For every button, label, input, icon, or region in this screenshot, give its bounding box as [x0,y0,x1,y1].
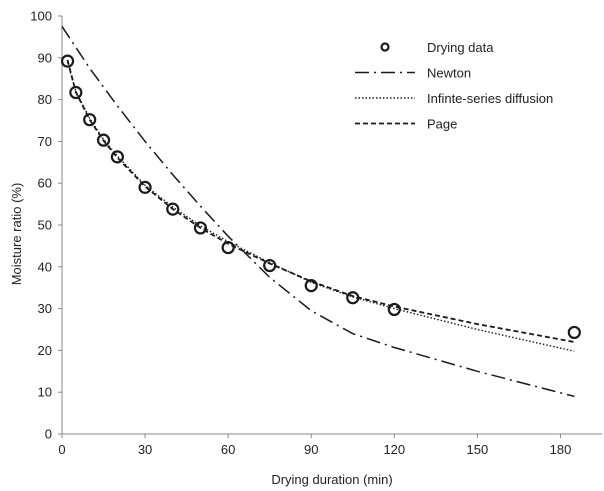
x-axis-ticks: 0 30 60 90 120 150 180 [58,434,571,457]
x-tick-label: 30 [138,442,152,457]
data-point [304,279,318,293]
y-tick-label: 30 [38,301,52,316]
x-tick-label: 180 [550,442,572,457]
y-tick-label: 70 [38,134,52,149]
axes [61,16,602,435]
y-axis-ticks: 0 10 20 30 40 50 60 70 80 90 100 [30,9,62,442]
y-tick-label: 100 [30,9,52,24]
data-point [387,302,401,317]
y-tick-label: 90 [38,50,52,65]
series-line-dash-dot [61,25,575,398]
legend-label: Page [427,117,457,132]
x-tick-label: 150 [467,442,489,457]
data-point [60,54,75,68]
legend-label: Infinte-series diffusion [427,91,553,106]
x-tick-label: 120 [383,442,405,457]
data-point [96,133,111,147]
x-tick-label: 90 [304,442,318,457]
plot-area [60,25,581,398]
y-axis-title: Moisture ratio (%) [9,183,24,286]
data-point [567,325,581,340]
y-tick-label: 0 [45,427,52,442]
data-point [138,180,152,194]
x-tick-label: 60 [221,442,235,457]
series-line-dashed [66,59,575,343]
legend-label: Drying data [427,40,494,55]
legend-marker [380,42,390,52]
data-point [346,291,360,305]
data-point [110,150,124,164]
y-tick-label: 10 [38,385,52,400]
y-tick-label: 20 [38,343,52,358]
y-tick-label: 50 [38,218,52,233]
y-tick-label: 80 [38,92,52,107]
data-point [166,202,180,216]
data-point [221,240,235,255]
data-point [263,258,277,273]
data-point [69,85,83,100]
data-point [83,113,97,127]
legend-label: Newton [427,66,471,81]
y-tick-label: 40 [38,259,52,274]
legend: Drying data Newton Infinte-series diffusio… [355,40,553,132]
x-tick-label: 0 [58,442,65,457]
x-axis-title: Drying duration (min) [271,472,392,487]
series-line-dotted [66,61,575,352]
data-point [193,221,208,235]
y-tick-label: 60 [38,176,52,191]
